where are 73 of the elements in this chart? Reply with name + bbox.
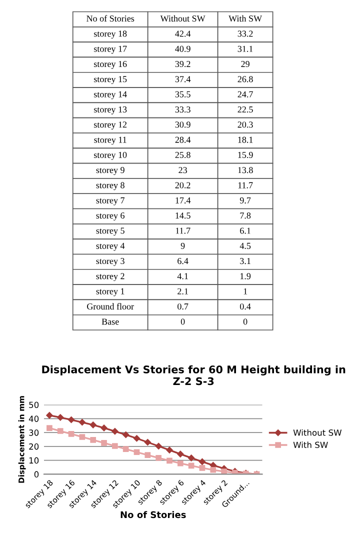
data-label: 3.1	[240, 258, 250, 264]
category-label: storey 13	[94, 106, 127, 114]
category-label: Ground floor	[87, 303, 134, 310]
legend-label: With SW	[293, 442, 328, 448]
y-tick-label: 10	[29, 457, 39, 464]
data-label: 1	[244, 288, 248, 294]
data-label: 7.8	[240, 212, 251, 219]
x-axis-title: No of Stories	[120, 511, 186, 518]
category-label: storey 14	[94, 91, 127, 100]
category-label: storey 15	[94, 76, 127, 84]
data-label: 29	[241, 60, 250, 68]
data-label: 11.7	[238, 182, 253, 188]
data-label: 39.2	[175, 60, 190, 68]
data-label: 1.9	[240, 273, 251, 280]
data-label: 23	[178, 167, 187, 174]
data-label: 42.4	[175, 30, 191, 37]
category-label: storey 11	[94, 136, 126, 145]
data-label: 26.8	[238, 76, 253, 82]
data-label: 33.3	[175, 106, 190, 113]
data-label: 30.9	[175, 122, 190, 128]
series-label: Without SW	[160, 15, 206, 22]
category-label: storey 1	[96, 288, 124, 296]
data-label: 18.1	[238, 136, 253, 143]
data-label: 4.1	[177, 273, 188, 280]
data-label: 35.5	[175, 91, 190, 98]
category-label: storey 18	[94, 30, 127, 39]
data-label: 17.4	[176, 197, 191, 204]
data-label: 9	[180, 242, 185, 249]
y-tick-label: 20	[29, 443, 39, 450]
data-label: 31.1	[238, 46, 253, 52]
y-tick-label: 30	[29, 430, 39, 436]
data-label: 0.7	[178, 303, 188, 310]
category-label: storey 7	[96, 197, 125, 206]
category-label: storey 10	[94, 152, 127, 160]
data-label: 28.4	[175, 136, 191, 143]
category-label: storey 3	[96, 258, 124, 266]
data-label: 0.4	[240, 303, 251, 310]
data-label: 24.7	[238, 91, 253, 98]
y-tick-label: 40	[28, 416, 39, 422]
category-label: storey 16	[94, 60, 127, 69]
category-label: storey 2	[96, 273, 124, 282]
category-label: Base	[102, 318, 119, 325]
category-label: storey 17	[94, 46, 127, 54]
category-label: storey 6	[96, 212, 124, 220]
data-label: 0	[243, 318, 248, 325]
data-label: 20.2	[175, 182, 190, 188]
category-label: storey 4	[96, 242, 125, 251]
data-label: 4.5	[240, 242, 251, 249]
data-label: 20.3	[238, 122, 253, 128]
data-label: 13.8	[238, 167, 253, 174]
category-label: storey 8	[96, 182, 124, 190]
series-label: With SW	[228, 15, 262, 22]
data-label: 14.5	[176, 212, 190, 219]
data-label: 6.1	[240, 228, 250, 234]
y-tick-label: 0	[34, 471, 39, 478]
data-label: 0	[180, 318, 185, 325]
category-label: storey 5	[96, 228, 124, 236]
data-label: 40.9	[175, 46, 190, 52]
category-label: storey 9	[96, 167, 124, 175]
data-label: 25.8	[175, 152, 190, 158]
legend-label: Without SW	[293, 429, 342, 436]
data-label: 6.4	[178, 258, 188, 264]
data-label: 22.5	[238, 106, 253, 113]
chart-title: Displacement Vs Stories for 60 M Height building in Z-2 S-3	[42, 365, 346, 386]
category-label: storey 12	[94, 122, 127, 130]
data-label: 15.9	[238, 152, 253, 158]
y-tick-label: 50	[29, 402, 39, 408]
data-label: 11.7	[176, 228, 190, 234]
text: No of Stories	[86, 15, 134, 22]
data-label: 33.2	[238, 30, 253, 37]
data-label: 2.1	[178, 288, 188, 294]
data-label: 37.4	[175, 76, 191, 82]
data-label: 9.7	[240, 197, 251, 204]
